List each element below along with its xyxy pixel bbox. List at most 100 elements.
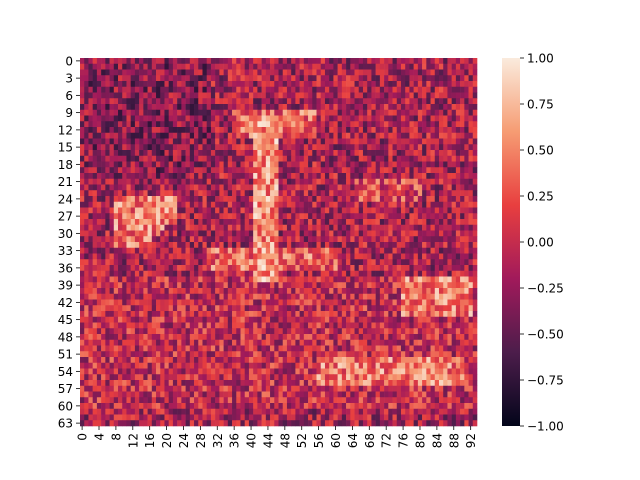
heatmap-cell (355, 328, 360, 334)
heatmap-cell (257, 346, 262, 352)
heatmap-cell (426, 213, 431, 219)
heatmap-cell (431, 127, 436, 133)
heatmap-cell (388, 162, 393, 168)
heatmap-cell (118, 179, 123, 185)
heatmap-cell (202, 328, 207, 334)
heatmap-cell (266, 110, 271, 116)
heatmap-cell (295, 58, 300, 64)
heatmap-cell (435, 265, 440, 271)
heatmap-cell (114, 242, 119, 248)
heatmap-cell (291, 190, 296, 196)
heatmap-cell (88, 346, 93, 352)
heatmap-cell (367, 328, 372, 334)
heatmap-cell (126, 213, 131, 219)
heatmap-cell (93, 167, 98, 173)
heatmap-cell (240, 265, 245, 271)
heatmap-cell (105, 305, 110, 311)
heatmap-cell (287, 156, 292, 162)
heatmap-cell (291, 98, 296, 104)
heatmap-cell (346, 236, 351, 242)
heatmap-cell (414, 98, 419, 104)
heatmap-cell (186, 225, 191, 231)
heatmap-cell (122, 277, 127, 283)
heatmap-cell (338, 64, 343, 70)
heatmap-cell (253, 104, 258, 110)
heatmap-cell (295, 190, 300, 196)
heatmap-cell (232, 231, 237, 237)
heatmap-cell (101, 277, 106, 283)
heatmap-cell (426, 259, 431, 265)
heatmap-cell (443, 213, 448, 219)
heatmap-cell (346, 334, 351, 340)
heatmap-cell (418, 271, 423, 277)
heatmap-cell (253, 259, 258, 265)
heatmap-cell (156, 351, 161, 357)
heatmap-cell (262, 271, 267, 277)
heatmap-cell (443, 144, 448, 150)
heatmap-cell (308, 156, 313, 162)
heatmap-cell (414, 271, 419, 277)
heatmap-cell (198, 116, 203, 122)
heatmap-cell (118, 196, 123, 202)
heatmap-cell (308, 317, 313, 323)
heatmap-cell (418, 121, 423, 127)
heatmap-cell (431, 242, 436, 248)
heatmap-cell (135, 213, 140, 219)
heatmap-cell (186, 190, 191, 196)
heatmap-cell (393, 236, 398, 242)
heatmap-cell (101, 185, 106, 191)
heatmap-cell (177, 259, 182, 265)
heatmap-cell (105, 185, 110, 191)
heatmap-cell (388, 110, 393, 116)
heatmap-cell (388, 185, 393, 191)
heatmap-cell (384, 58, 389, 64)
heatmap-cell (101, 196, 106, 202)
heatmap-cell (312, 294, 317, 300)
heatmap-cell (126, 190, 131, 196)
heatmap-cell (397, 254, 402, 260)
heatmap-cell (443, 190, 448, 196)
heatmap-cell (422, 317, 427, 323)
heatmap-cell (148, 93, 153, 99)
heatmap-cell (135, 196, 140, 202)
heatmap-cell (435, 317, 440, 323)
heatmap-cell (122, 70, 127, 76)
heatmap-cell (418, 75, 423, 81)
heatmap-cell (207, 248, 212, 254)
heatmap-cell (333, 323, 338, 329)
heatmap-cell (287, 259, 292, 265)
heatmap-cell (342, 288, 347, 294)
heatmap-cell (342, 334, 347, 340)
heatmap-cell (460, 254, 465, 260)
heatmap-cell (143, 231, 148, 237)
heatmap-cell (308, 311, 313, 317)
heatmap-cell (249, 70, 254, 76)
heatmap-cell (405, 288, 410, 294)
heatmap-cell (105, 282, 110, 288)
heatmap-cell (190, 259, 195, 265)
heatmap-cell (397, 242, 402, 248)
heatmap-cell (367, 121, 372, 127)
heatmap-cell (350, 334, 355, 340)
heatmap-cell (342, 185, 347, 191)
heatmap-cell (473, 196, 478, 202)
heatmap-cell (181, 340, 186, 346)
heatmap-cell (262, 156, 267, 162)
heatmap-cell (181, 294, 186, 300)
heatmap-cell (270, 70, 275, 76)
heatmap-cell (393, 254, 398, 260)
heatmap-cell (371, 248, 376, 254)
heatmap-cell (215, 173, 220, 179)
heatmap-cell (190, 242, 195, 248)
heatmap-cell (473, 121, 478, 127)
heatmap-cell (388, 196, 393, 202)
heatmap-cell (181, 254, 186, 260)
heatmap-cell (397, 202, 402, 208)
heatmap-cell (456, 93, 461, 99)
heatmap-cell (371, 242, 376, 248)
heatmap-cell (139, 185, 144, 191)
heatmap-cell (186, 265, 191, 271)
heatmap-cell (333, 116, 338, 122)
heatmap-cell (439, 150, 444, 156)
heatmap-cell (236, 202, 241, 208)
